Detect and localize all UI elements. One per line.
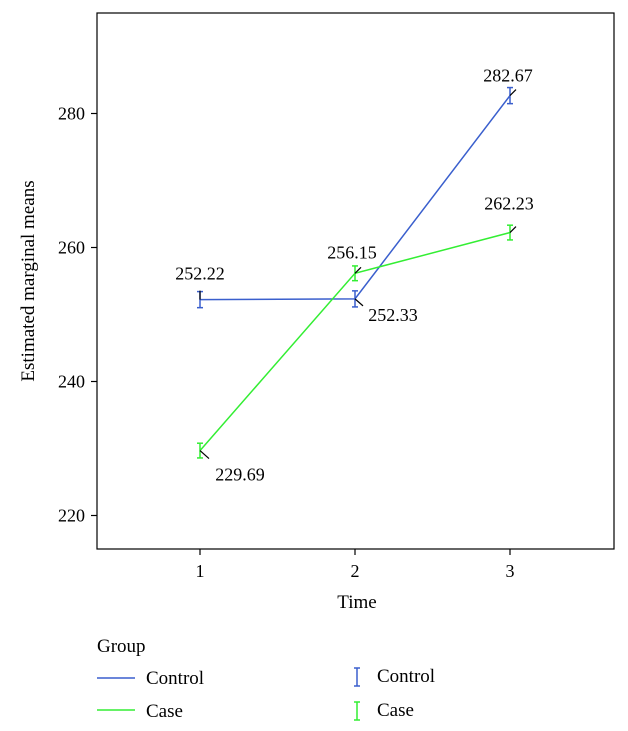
x-tick-label: 1 xyxy=(196,561,205,581)
label-leader-line xyxy=(354,298,364,307)
data-label-control: 252.33 xyxy=(368,305,418,325)
y-tick-label: 280 xyxy=(58,104,85,124)
legend-title: Group xyxy=(97,636,146,657)
legend-line-case-label: Case xyxy=(146,701,183,722)
data-label-control: 282.67 xyxy=(483,66,533,86)
label-leader-line xyxy=(199,450,210,460)
y-axis-title: Estimated marginal means xyxy=(18,180,39,381)
data-label-layer: 252.22 252.33 282.67 229.69 256.15 262.23 xyxy=(175,66,534,485)
legend-errorbar-case-icon xyxy=(354,701,360,721)
y-tick-label: 260 xyxy=(58,238,85,258)
legend-errorbar-control-label: Control xyxy=(377,666,435,687)
x-axis-title: Time xyxy=(337,592,376,613)
y-tick-label: 220 xyxy=(58,506,85,526)
x-tick-label: 3 xyxy=(506,561,515,581)
legend-errorbar-case-label: Case xyxy=(377,700,414,721)
y-axis: 220 240 260 280 xyxy=(58,104,97,526)
x-tick-label: 2 xyxy=(351,561,360,581)
data-label-case: 262.23 xyxy=(484,194,534,214)
error-bar-control xyxy=(352,290,358,308)
data-label-case: 256.15 xyxy=(327,242,377,262)
label-leader-line xyxy=(509,89,517,97)
data-label-control: 252.22 xyxy=(175,264,225,284)
label-leader-line xyxy=(354,266,362,274)
data-label-case: 229.69 xyxy=(215,465,265,485)
y-tick-label: 240 xyxy=(58,372,85,392)
legend: Group Control Case Control Case xyxy=(97,636,435,722)
label-leader-line xyxy=(509,226,517,233)
x-axis: 1 2 3 xyxy=(196,549,515,581)
legend-line-control-label: Control xyxy=(146,668,204,689)
legend-errorbar-control-icon xyxy=(354,667,360,687)
